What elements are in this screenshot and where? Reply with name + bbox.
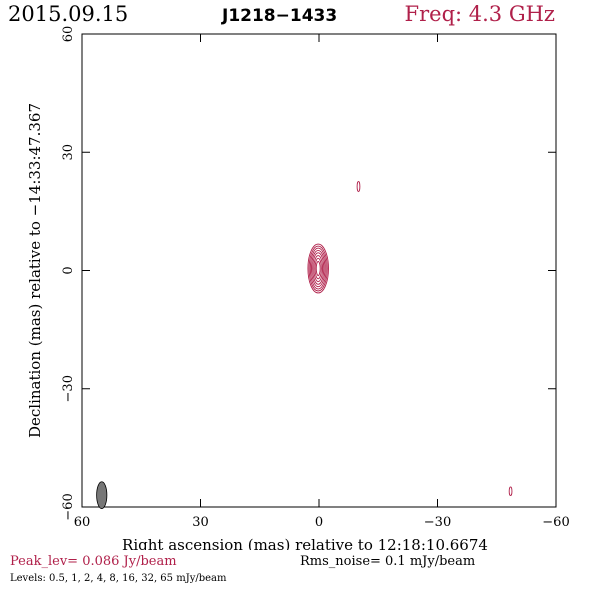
y-tick-label: −60	[61, 493, 76, 520]
contour-core	[313, 255, 324, 282]
axis-tick-labels: 60 30 0 −30 −60 −60 −30 0 30 60	[61, 26, 570, 530]
x-tick-label: 0	[315, 515, 323, 530]
contour-core	[315, 260, 321, 277]
contour-core	[308, 245, 328, 292]
contour-lines	[96, 180, 513, 509]
observation-date: 2015.09.15	[8, 2, 129, 26]
contour-core	[314, 257, 322, 280]
contour-core	[309, 247, 327, 290]
contour-core	[311, 249, 326, 288]
y-tick-label: −30	[61, 375, 76, 402]
frequency-label: Freq: 4.3 GHz	[404, 2, 555, 26]
x-tick-label: −60	[542, 515, 569, 530]
x-tick-label: 30	[192, 515, 209, 530]
axis-ticks	[81, 33, 557, 508]
x-axis-label: Right ascension (mas) relative to 12:18:…	[122, 536, 488, 550]
x-tick-label: 60	[74, 515, 91, 530]
plot-frame	[81, 33, 557, 508]
beam-ellipse	[96, 481, 108, 509]
y-tick-label: 0	[61, 266, 76, 274]
y-tick-label: 60	[61, 26, 76, 43]
contour-core	[312, 252, 325, 285]
x-tick-label: −30	[424, 515, 451, 530]
rms-noise: Rms_noise= 0.1 mJy/beam	[300, 554, 476, 569]
y-tick-label: 30	[61, 144, 76, 161]
contour-map: 60 30 0 −30 −60 −60 −30 0 30 60 Right ascension (…	[26, 26, 570, 550]
contour-core	[307, 243, 329, 294]
y-axis-label: Declination (mas) relative to −14:33:47.…	[26, 103, 44, 438]
contour-knot-sw	[508, 486, 513, 497]
contour-knot-ne	[356, 180, 361, 193]
source-name: J1218−1433	[222, 6, 338, 26]
contour-levels: Levels: 0.5, 1, 2, 4, 8, 16, 32, 65 mJy/…	[10, 573, 227, 584]
peak-level: Peak_lev= 0.086 Jy/beam	[10, 554, 177, 569]
